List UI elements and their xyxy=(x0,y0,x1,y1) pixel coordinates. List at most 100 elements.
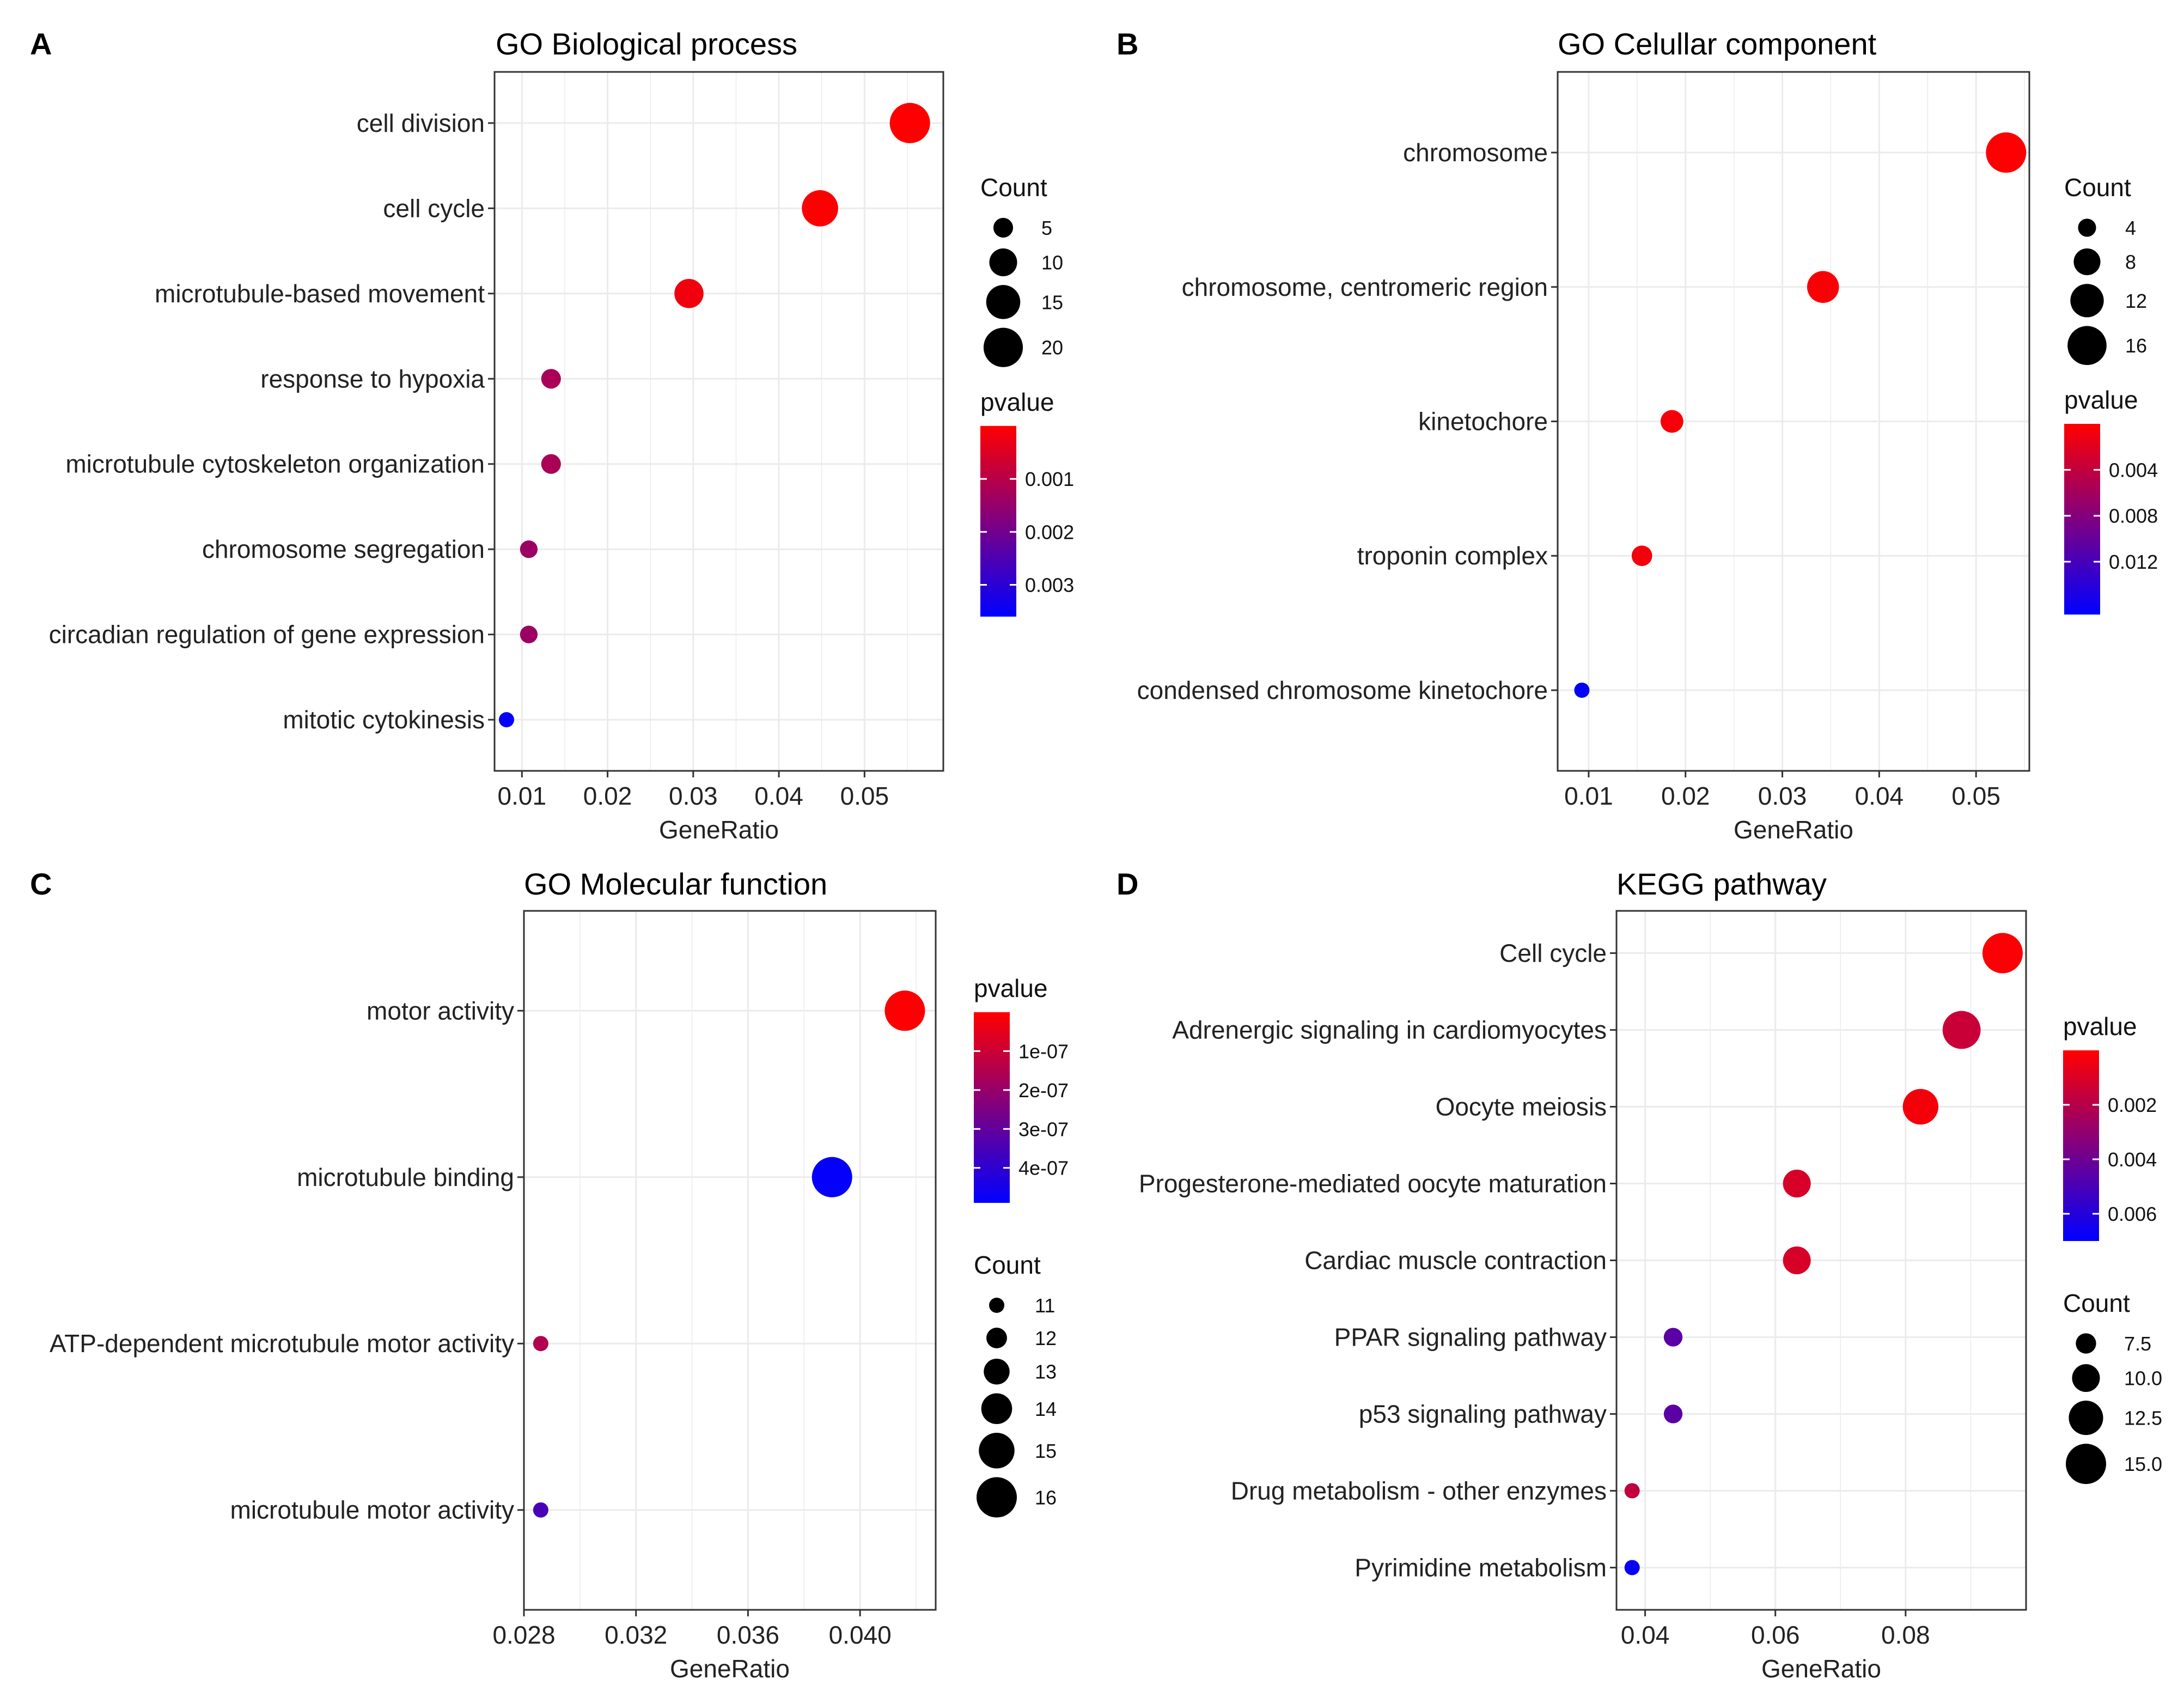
panel-d-grid xyxy=(1616,911,2026,1610)
category-label-chromosome-centromeric-region: chromosome, centromeric region xyxy=(1182,273,1548,301)
category-label-oocyte-meiosis: Oocyte meiosis xyxy=(1436,1093,1607,1121)
point-atp-dependent-microtubule-motor-activity xyxy=(533,1336,548,1352)
point-troponin-complex xyxy=(1631,545,1652,567)
size-legend-label: 7.5 xyxy=(2124,1333,2151,1355)
x-tick-label: 0.08 xyxy=(1881,1621,1930,1649)
color-legend-bar xyxy=(980,425,1016,617)
category-label-condensed-chromosome-kinetochore: condensed chromosome kinetochore xyxy=(1137,676,1548,704)
category-label-progesterone-mediated-oocyte-maturation: Progesterone-mediated oocyte maturation xyxy=(1139,1170,1607,1198)
point-microtubule-binding xyxy=(812,1157,852,1197)
point-cell-cycle xyxy=(802,190,838,227)
panel-b-label: B xyxy=(1117,27,1138,61)
color-legend-label: 0.004 xyxy=(2108,1148,2157,1171)
category-label-mitotic-cytokinesis: mitotic cytokinesis xyxy=(283,705,485,734)
category-label-chromosome: chromosome xyxy=(1403,138,1548,167)
point-chromosome-centromeric-region xyxy=(1807,271,1839,303)
size-legend-key xyxy=(983,327,1023,367)
panel-d-title: KEGG pathway xyxy=(1616,867,1827,901)
x-tick-label: 0.04 xyxy=(1855,782,1904,810)
size-legend-key xyxy=(2073,248,2101,276)
color-legend-label: 3e-07 xyxy=(1018,1118,1069,1140)
size-legend-key xyxy=(989,1298,1004,1313)
color-legend-title: pvalue xyxy=(974,974,1048,1002)
size-legend-label: 16 xyxy=(2125,334,2147,357)
x-tick-label: 0.06 xyxy=(1751,1621,1800,1649)
x-tick-label: 0.05 xyxy=(840,782,889,810)
category-label-p53-signaling-pathway: p53 signaling pathway xyxy=(1359,1400,1607,1428)
x-tick-label: 0.028 xyxy=(492,1621,555,1649)
point-circadian-regulation-of-gene-expression xyxy=(520,625,538,643)
size-legend-key xyxy=(979,1433,1015,1469)
point-microtubule-motor-activity xyxy=(533,1502,548,1518)
point-pyrimidine-metabolism xyxy=(1624,1560,1640,1576)
category-label-chromosome-segregation: chromosome segregation xyxy=(202,535,485,563)
category-label-ppar-signaling-pathway: PPAR signaling pathway xyxy=(1334,1323,1607,1351)
category-label-pyrimidine-metabolism: Pyrimidine metabolism xyxy=(1355,1553,1607,1581)
size-legend-key xyxy=(2066,1444,2106,1485)
x-tick-label: 0.01 xyxy=(1564,782,1613,810)
panel-b: B GO Celullar component 0.01 0.02 0.03 0.04 0.… xyxy=(1117,27,2158,844)
size-legend-key xyxy=(981,1393,1012,1425)
color-legend-label: 2e-07 xyxy=(1018,1079,1069,1102)
x-tick-label: 0.01 xyxy=(498,782,547,810)
color-legend-label: 1e-07 xyxy=(1018,1040,1069,1062)
color-legend-bar xyxy=(974,1012,1010,1203)
x-tick-label: 0.036 xyxy=(717,1621,779,1649)
point-cardiac-muscle-contraction xyxy=(1783,1246,1811,1275)
point-oocyte-meiosis xyxy=(1902,1088,1938,1125)
size-legend-key xyxy=(986,285,1021,319)
point-cell-cycle xyxy=(1982,933,2023,974)
color-legend-label: 0.002 xyxy=(2108,1094,2157,1116)
panel-a: A GO Biological process 0.01 0.02 0.03 0.04 0.… xyxy=(30,27,1074,844)
size-legend-key xyxy=(2072,1364,2100,1392)
color-legend-label: 0.001 xyxy=(1025,468,1074,490)
x-tick-label: 0.032 xyxy=(605,1621,667,1649)
size-legend-title: Count xyxy=(2063,1289,2130,1317)
category-label-kinetochore: kinetochore xyxy=(1418,407,1548,436)
size-legend-label: 15 xyxy=(1035,1440,1057,1462)
point-microtubule-based-movement xyxy=(674,279,704,308)
size-legend-label: 11 xyxy=(1035,1294,1055,1317)
panel-b-grid xyxy=(1558,72,2029,771)
category-label-microtubule-binding: microtubule binding xyxy=(297,1163,514,1191)
size-legend-key xyxy=(2067,326,2107,366)
category-label-adrenergic-signaling-in-cardiomyocytes: Adrenergic signaling in cardiomyocytes xyxy=(1172,1016,1607,1044)
size-legend-label: 10.0 xyxy=(2124,1367,2162,1390)
category-label-cell-cycle: Cell cycle xyxy=(1499,939,1607,968)
size-legend-label: 12.5 xyxy=(2124,1407,2162,1430)
panel-d-label: D xyxy=(1117,867,1138,901)
color-legend-title: pvalue xyxy=(2064,386,2138,414)
panel-a-grid xyxy=(495,72,943,771)
category-label-troponin-complex: troponin complex xyxy=(1357,542,1548,570)
size-legend-label: 12 xyxy=(2125,290,2147,312)
color-legend-label: 0.012 xyxy=(2109,551,2158,573)
panel-a-label: A xyxy=(30,27,52,61)
panel-a-frame xyxy=(493,71,944,772)
point-chromosome xyxy=(1986,132,2027,173)
x-tick-label: 0.02 xyxy=(1661,782,1710,810)
size-legend-label: 14 xyxy=(1035,1398,1057,1420)
category-label-cell-division: cell division xyxy=(357,109,485,137)
size-legend-label: 13 xyxy=(1035,1361,1057,1383)
color-legend-label: 0.002 xyxy=(1025,521,1074,543)
color-legend-title: pvalue xyxy=(2063,1012,2137,1041)
point-kinetochore xyxy=(1660,410,1683,433)
panel-c: C GO Molecular function 0.028 0.032 0.036 0.0… xyxy=(30,867,1069,1683)
size-legend-label: 4 xyxy=(2125,217,2136,239)
color-legend-label: 0.003 xyxy=(1025,574,1074,597)
category-label-atp-dependent-microtubule-motor-activity: ATP-dependent microtubule motor activity xyxy=(50,1329,514,1358)
size-legend-title: Count xyxy=(2064,173,2131,202)
size-legend-label: 15 xyxy=(1041,291,1063,313)
color-legend-bar xyxy=(2064,424,2100,615)
point-progesterone-mediated-oocyte-maturation xyxy=(1783,1169,1811,1198)
size-legend-label: 12 xyxy=(1035,1327,1057,1349)
point-cell-division xyxy=(889,102,930,143)
size-legend-label: 5 xyxy=(1041,217,1052,239)
category-label-circadian-regulation-of-gene-expression: circadian regulation of gene expression xyxy=(49,621,485,649)
panel-c-grid xyxy=(523,911,936,1610)
color-legend-label: 0.004 xyxy=(2109,459,2158,481)
category-label-motor-activity: motor activity xyxy=(367,996,514,1025)
category-label-microtubule-based-movement: microtubule-based movement xyxy=(155,279,485,308)
size-legend-title: Count xyxy=(974,1251,1041,1279)
